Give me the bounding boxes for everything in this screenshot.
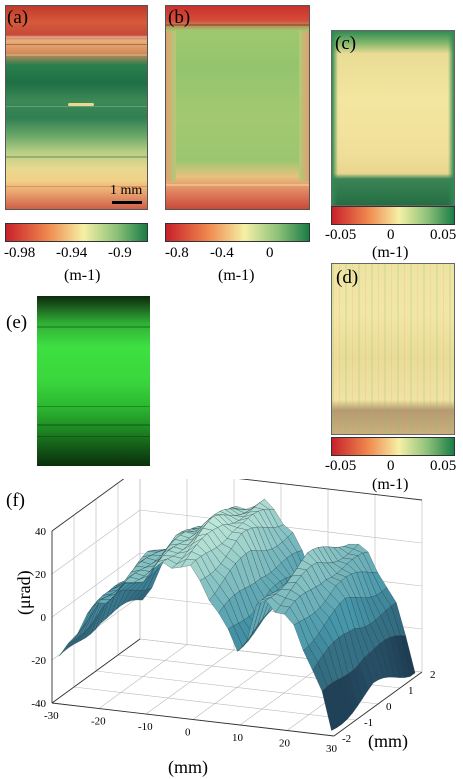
colorbar-c-unit: (m-1)	[372, 244, 409, 261]
colorbar-a-tick-2: -0.94	[56, 245, 88, 261]
panel-d-label: (d)	[336, 267, 359, 288]
colorbar-d-tick-3: 0.05	[430, 458, 457, 474]
x-tick-labels: -30 -20 -10 0 10 20 30	[44, 710, 338, 755]
panel-e-image	[37, 296, 150, 466]
axis-edge	[51, 479, 125, 532]
scale-bar	[112, 201, 142, 204]
colorbar-c	[331, 206, 455, 225]
colorbar-a	[5, 223, 148, 242]
z-tick-label: 0	[41, 612, 47, 624]
x-tick-label: 10	[232, 732, 244, 744]
colorbar-b-tick-3: 0	[266, 245, 274, 261]
colorbar-d-tick-1: -0.05	[325, 458, 357, 474]
surface-facet	[321, 686, 337, 731]
x-tick-label: -20	[91, 716, 106, 728]
colorbar-b	[165, 223, 310, 242]
colorbar-d-unit: (m-1)	[372, 476, 409, 493]
x-tick-label: -30	[44, 710, 59, 722]
y-axis-label: (mm)	[368, 731, 408, 752]
panel-a-label: (a)	[7, 7, 29, 28]
panel-c-label: (c)	[335, 33, 357, 54]
axis-edge	[51, 638, 141, 704]
colorbar-b-unit: (m-1)	[218, 267, 255, 284]
y-tick-label: 2	[430, 669, 436, 681]
z-tick-label: -40	[31, 698, 46, 710]
z-axis-label: (μrad)	[14, 570, 35, 615]
panel-d-image	[331, 263, 455, 435]
colorbar-c-tick-1: -0.05	[325, 227, 357, 243]
y-tick-label: -2	[342, 733, 351, 745]
grid-line	[51, 552, 141, 618]
surface-mesh	[58, 498, 416, 731]
colorbar-a-unit: (m-1)	[64, 267, 101, 284]
z-tick-labels: -40 -20 0 20 40	[31, 526, 46, 710]
axis-edge	[238, 479, 423, 501]
surface-facet	[58, 640, 74, 657]
artifact-streak	[68, 103, 94, 106]
x-tick-label: -10	[138, 721, 153, 733]
grid-line	[51, 509, 141, 575]
colorbar-c-tick-3: 0.05	[430, 227, 457, 243]
scale-bar-label: 1 mm	[110, 183, 143, 198]
z-tick-label: 40	[35, 526, 47, 538]
panel-a-image: 1 mm	[5, 5, 148, 210]
colorbar-d-tick-2: 0	[387, 458, 395, 474]
colorbar-d	[331, 437, 455, 456]
grid-line	[73, 686, 357, 721]
z-tick-label: 20	[35, 569, 47, 581]
colorbar-c-tick-2: 0	[387, 227, 395, 243]
x-axis-label: (mm)	[168, 757, 208, 778]
panel-c-image	[331, 30, 455, 206]
x-tick-label: 30	[326, 743, 338, 755]
y-tick-label: -1	[364, 717, 373, 729]
colorbar-a-tick-3: -0.9	[108, 245, 132, 261]
panel-e-label: (e)	[6, 312, 28, 333]
axis-edge	[51, 702, 335, 737]
z-tick-label: -20	[31, 655, 46, 667]
colorbar-b-tick-1: -0.8	[165, 245, 189, 261]
colorbar-a-tick-1: -0.98	[4, 245, 36, 261]
x-tick-label: 0	[185, 727, 191, 739]
y-tick-label: 0	[386, 701, 392, 713]
y-tick-labels: -2 -1 0 1 2	[342, 669, 436, 745]
panel-b-image	[165, 5, 310, 210]
panel-f-label: (f)	[6, 490, 25, 511]
colorbar-b-tick-2: -0.4	[210, 245, 234, 261]
x-tick-label: 20	[279, 738, 291, 750]
panel-b-label: (b)	[168, 7, 191, 28]
surface-facet	[64, 636, 79, 652]
axis-edge	[333, 671, 423, 737]
y-tick-label: 1	[408, 685, 414, 697]
